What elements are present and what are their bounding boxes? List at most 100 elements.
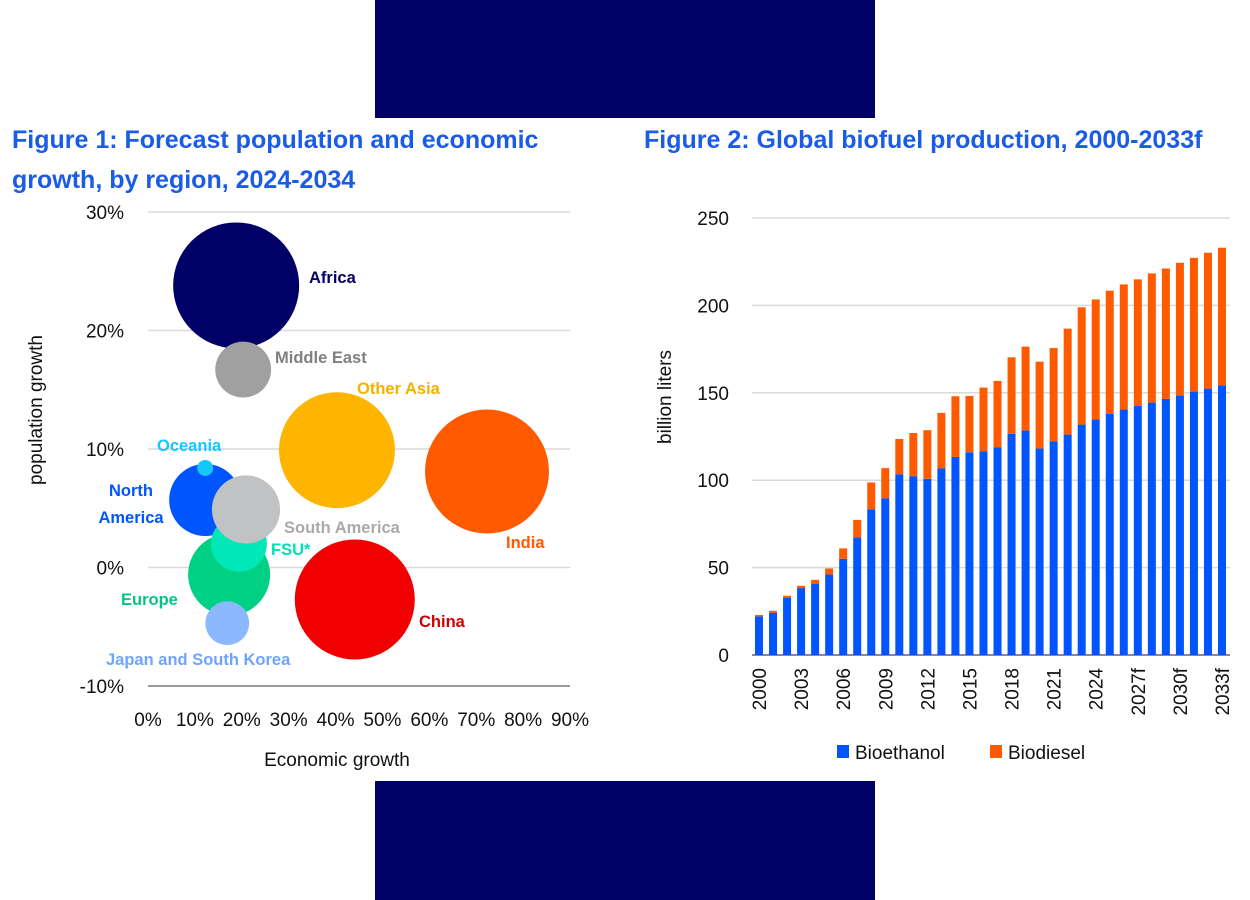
x-tick-label: 2006 <box>834 668 855 710</box>
legend-swatch-bioethanol <box>837 745 849 758</box>
bar-bioethanol-2018 <box>1007 433 1016 655</box>
bar-bioethanol-2013 <box>937 468 946 655</box>
x-tick-label: 2009 <box>876 668 897 710</box>
bubble-japan-and-south-korea <box>205 601 250 646</box>
bar-biodiesel-2013 <box>937 412 946 469</box>
bubble-label: India <box>506 534 545 552</box>
bar-biodiesel-2004 <box>811 579 820 585</box>
bar-biodiesel-2025 <box>1105 290 1114 414</box>
bar-biodiesel-2015 <box>965 395 974 453</box>
bar-biodiesel-2023 <box>1077 307 1086 425</box>
bar-bioethanol-2012 <box>923 478 932 655</box>
x-tick-label: 2027f <box>1129 667 1150 715</box>
bar-bioethanol-2028f <box>1147 402 1156 655</box>
bar-bioethanol-2000 <box>755 616 763 655</box>
x-tick-label: 60% <box>410 710 448 731</box>
y-tick-label: 250 <box>697 209 729 230</box>
x-axis-title: Economic growth <box>264 750 410 771</box>
bar-bioethanol-2031f <box>1189 391 1198 655</box>
bar-bioethanol-2008 <box>867 509 876 655</box>
y-axis-title: population growth <box>26 335 47 485</box>
bar-bioethanol-2015 <box>965 452 974 655</box>
bubble-label: China <box>419 613 466 631</box>
top-banner <box>375 0 875 118</box>
bar-biodiesel-2008 <box>867 482 876 510</box>
x-tick-label: 0% <box>134 710 162 731</box>
x-tick-label: 2033f <box>1213 667 1234 715</box>
bar-bioethanol-2002 <box>783 598 792 655</box>
y-tick-label: 50 <box>708 559 729 580</box>
bar-biodiesel-2003 <box>797 585 806 589</box>
x-tick-label: 40% <box>317 710 355 731</box>
bar-bioethanol-2001 <box>769 612 778 655</box>
bubble-label: Africa <box>309 269 357 287</box>
legend-label-biodiesel: Biodiesel <box>1008 743 1085 764</box>
bar-biodiesel-2006 <box>839 548 848 559</box>
bar-biodiesel-2027f <box>1133 279 1142 406</box>
bar-biodiesel-2002 <box>783 595 792 599</box>
x-tick-label: 2003 <box>792 668 813 710</box>
bar-bioethanol-2030f <box>1175 395 1184 655</box>
figure1-title-line2: growth, by region, 2024-2034 <box>12 166 356 194</box>
x-tick-label: 2018 <box>1003 668 1024 710</box>
figure2-title: Figure 2: Global biofuel production, 200… <box>644 126 1203 154</box>
bubble-south-america <box>211 475 281 544</box>
bubble-china <box>294 539 415 660</box>
y-tick-label: 0% <box>97 559 125 580</box>
bar-biodiesel-2020 <box>1035 361 1044 449</box>
y-tick-label: -10% <box>80 677 124 698</box>
bubble-middle-east <box>215 341 272 398</box>
bar-bioethanol-2004 <box>811 584 820 655</box>
bar-chart: 0 50 100 150 200 250 billion liters 2000 2003 200… <box>655 209 1234 764</box>
bar-bioethanol-2019 <box>1021 430 1030 655</box>
y-axis-title: billion liters <box>655 350 676 444</box>
bubble-label: South America <box>284 519 401 537</box>
bubble-africa <box>173 222 300 349</box>
bar-biodiesel-2019 <box>1021 346 1030 431</box>
bar-biodiesel-2011 <box>909 433 918 477</box>
bar-biodiesel-2009 <box>881 468 890 499</box>
legend-label-bioethanol: Bioethanol <box>855 743 945 764</box>
bar-bioethanol-2033f <box>1218 385 1226 655</box>
bar-biodiesel-2000 <box>755 614 763 617</box>
bubble-oceania <box>197 459 214 476</box>
bar-bioethanol-2020 <box>1035 448 1044 655</box>
x-tick-label: 2012 <box>918 668 939 710</box>
y-tick-label: 150 <box>697 384 729 405</box>
bar-bioethanol-2026 <box>1119 409 1128 655</box>
bar-bioethanol-2029f <box>1161 398 1170 655</box>
bar-bioethanol-2003 <box>797 588 806 655</box>
bar-biodiesel-2022 <box>1063 328 1072 435</box>
bar-bioethanol-2023 <box>1077 424 1086 655</box>
bar-biodiesel-2028f <box>1147 273 1156 403</box>
y-tick-label: 200 <box>697 296 729 317</box>
bubble-chart: 30% 20% 10% 0% -10% 0% 10% 20% 30% 40% 50% 60% 70% 80… <box>26 203 589 771</box>
bar-biodiesel-2026 <box>1119 284 1128 410</box>
bar-bioethanol-2007 <box>853 537 862 655</box>
bubble-label: North America <box>98 482 164 527</box>
bar-bioethanol-2009 <box>881 498 890 655</box>
bar-bioethanol-2027f <box>1133 405 1142 655</box>
x-tick-label: 2000 <box>750 668 771 710</box>
y-tick-label: 20% <box>86 322 124 343</box>
bubble-other-asia <box>278 392 395 509</box>
x-tick-label: 90% <box>551 710 589 731</box>
x-tick-label: 30% <box>270 710 308 731</box>
bar-biodiesel-2010 <box>895 438 904 475</box>
x-tick-label: 2024 <box>1087 668 1108 711</box>
y-tick-label: 0 <box>718 646 729 667</box>
x-tick-label: 20% <box>223 710 261 731</box>
x-tick-label: 80% <box>504 710 542 731</box>
x-tick-label: 70% <box>457 710 495 731</box>
bar-bioethanol-2022 <box>1063 434 1072 655</box>
bar-biodiesel-2012 <box>923 430 932 479</box>
bar-bioethanol-2011 <box>909 476 918 655</box>
bar-bioethanol-2025 <box>1105 413 1114 655</box>
bar-biodiesel-2024 <box>1091 299 1100 420</box>
x-tick-label: 2015 <box>960 668 981 710</box>
bar-bioethanol-2017 <box>993 447 1002 655</box>
bar-bioethanol-2005 <box>825 574 834 655</box>
bar-bioethanol-2010 <box>895 474 904 655</box>
bar-bioethanol-2021 <box>1049 441 1058 655</box>
